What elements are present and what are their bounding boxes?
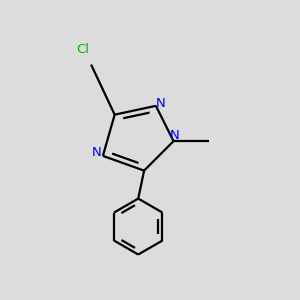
- Text: N: N: [156, 97, 166, 110]
- Text: Cl: Cl: [76, 43, 89, 56]
- Text: N: N: [92, 146, 101, 159]
- Text: N: N: [170, 129, 180, 142]
